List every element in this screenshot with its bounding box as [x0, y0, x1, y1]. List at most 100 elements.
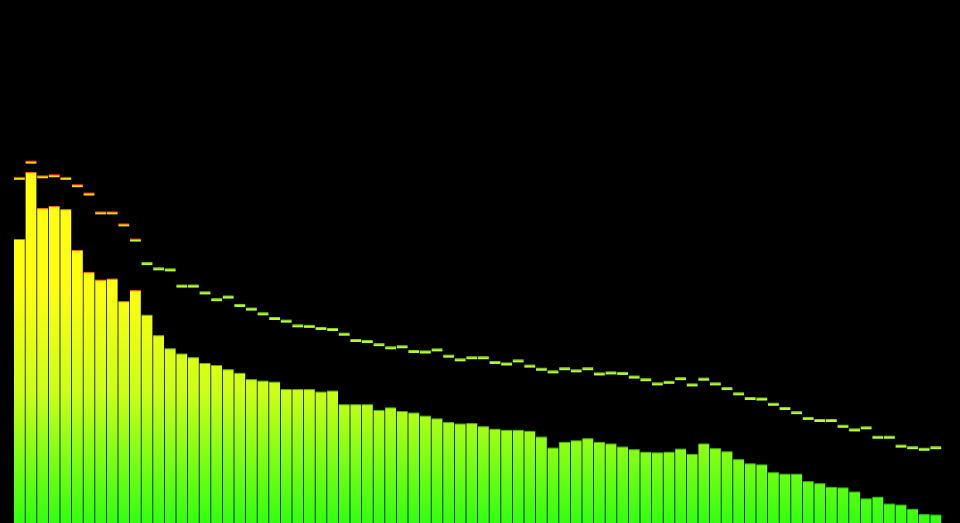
peak-marker	[721, 387, 733, 391]
spectrum-bar-edge	[211, 365, 222, 367]
peak-marker	[130, 238, 141, 242]
peak-marker	[570, 369, 582, 373]
spectrum-bar-edge	[582, 438, 594, 440]
spectrum-bar-edge	[710, 448, 721, 450]
peak-marker	[95, 211, 106, 215]
spectrum-bar	[431, 418, 443, 523]
spectrum-bar	[246, 379, 257, 523]
spectrum-bar-edge	[907, 508, 918, 510]
spectrum-bar	[188, 357, 199, 523]
spectrum-bar-edge	[768, 472, 779, 474]
spectrum-bar-edge	[280, 389, 292, 391]
spectrum-bar	[570, 440, 582, 523]
spectrum-bar-edge	[327, 390, 338, 392]
spectrum-bar-edge	[895, 504, 907, 506]
peak-marker	[895, 444, 907, 448]
spectrum-bar	[454, 423, 466, 523]
spectrum-bar-edge	[269, 381, 280, 383]
peak-marker	[524, 364, 536, 368]
peak-marker	[118, 223, 130, 227]
peak-marker	[25, 160, 37, 164]
spectrum-bar	[744, 463, 756, 523]
spectrum-bar	[257, 380, 269, 523]
spectrum-bar-edge	[918, 514, 930, 516]
spectrum-bar	[524, 430, 536, 523]
peak-marker	[733, 392, 744, 396]
peak-marker	[292, 324, 304, 328]
spectrum-bar-edge	[756, 464, 768, 466]
spectrum-bar	[884, 503, 895, 523]
spectrum-bar	[118, 301, 130, 523]
spectrum-bar	[350, 404, 362, 523]
spectrum-bar	[304, 389, 315, 523]
peak-marker	[164, 268, 176, 272]
spectrum-bar	[930, 514, 942, 523]
spectrum-bar	[83, 271, 95, 523]
peaks-layer	[14, 160, 942, 451]
spectrum-bar-edge	[350, 404, 362, 406]
spectrum-bar	[918, 514, 930, 523]
spectrum-bar-edge	[512, 429, 524, 431]
spectrum-bar-edge	[779, 473, 791, 475]
spectrum-bar-edge	[640, 451, 652, 453]
spectrum-bar-edge	[837, 487, 849, 489]
spectrum-bar	[466, 423, 478, 523]
spectrum-bar	[396, 411, 408, 523]
spectrum-bar	[710, 448, 721, 523]
spectrum-bar	[872, 496, 884, 523]
peak-marker	[663, 380, 675, 384]
spectrum-bar	[733, 459, 744, 523]
peak-marker	[83, 192, 95, 196]
spectrum-bar-edge	[25, 172, 37, 174]
peak-marker	[211, 298, 222, 302]
spectrum-bar	[779, 473, 791, 523]
peak-marker	[884, 435, 895, 439]
spectrum-bar-edge	[95, 279, 106, 281]
peak-marker	[698, 377, 710, 381]
spectrum-bar-edge	[338, 404, 350, 406]
spectrum-bar-edge	[443, 422, 454, 424]
peak-marker	[14, 176, 25, 180]
spectrum-bar-edge	[396, 411, 408, 413]
spectrum-bar	[640, 451, 652, 523]
spectrum-bar-edge	[292, 389, 304, 391]
peak-marker	[338, 332, 350, 336]
peak-marker	[675, 377, 686, 381]
peak-marker	[106, 211, 118, 215]
spectrum-bar-edge	[524, 430, 536, 432]
peak-marker	[640, 378, 652, 382]
spectrum-bar-edge	[536, 436, 547, 438]
spectrum-bar	[582, 438, 594, 523]
peak-marker	[280, 319, 292, 323]
spectrum-bar	[443, 422, 454, 523]
spectrum-bar-edge	[118, 301, 130, 303]
spectrum-bar-edge	[37, 208, 48, 210]
peak-marker	[512, 359, 524, 363]
peak-marker	[907, 446, 918, 450]
spectrum-bar-edge	[652, 452, 663, 454]
spectrum-bar-edge	[872, 496, 884, 498]
spectrum-bar	[628, 449, 640, 523]
spectrum-bar	[478, 426, 489, 523]
spectrum-bar-edge	[164, 348, 176, 350]
peak-marker	[559, 367, 570, 371]
spectrum-bar-edge	[628, 449, 640, 451]
spectrum-bar	[768, 472, 779, 523]
spectrum-bar-edge	[930, 514, 942, 516]
spectrum-bar-edge	[72, 249, 83, 251]
peak-marker	[269, 317, 280, 321]
spectrum-bar	[315, 391, 327, 523]
spectrum-bar	[164, 348, 176, 523]
peak-marker	[930, 446, 942, 450]
peak-marker	[385, 346, 396, 350]
spectrum-bar-edge	[814, 483, 826, 485]
spectrum-bar	[385, 407, 396, 523]
spectrum-bar-edge	[199, 362, 211, 364]
peak-marker	[582, 367, 594, 371]
peak-marker	[710, 382, 721, 386]
spectrum-bar-edge	[721, 451, 733, 453]
spectrum-bar-edge	[222, 369, 234, 371]
spectrum-bar	[547, 447, 559, 523]
spectrum-bar-edge	[594, 441, 605, 443]
